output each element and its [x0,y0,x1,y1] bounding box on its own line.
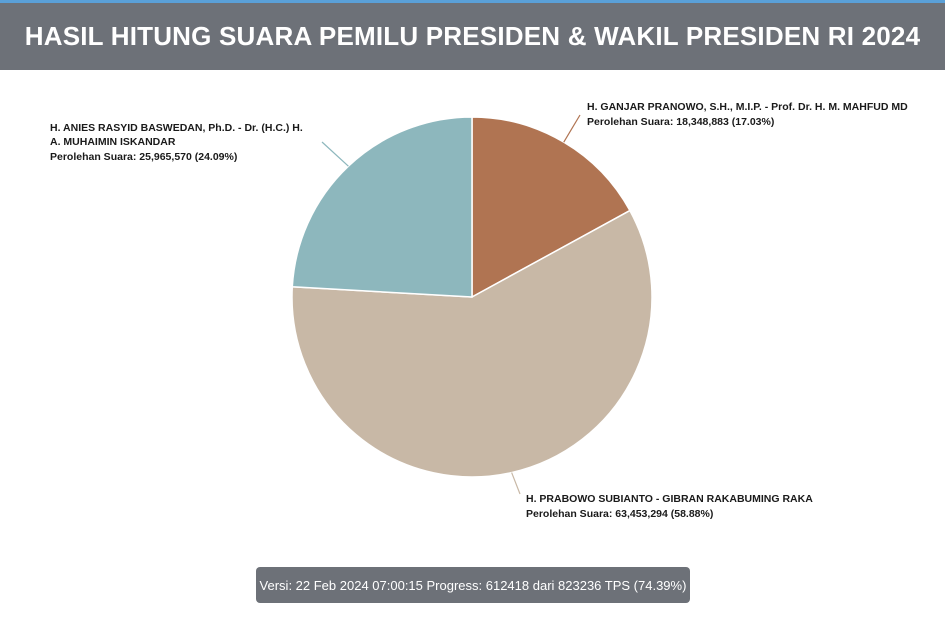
pie-chart: H. GANJAR PRANOWO, S.H., M.I.P. - Prof. … [50,101,908,520]
leader-line-3 [321,141,349,167]
slice-label-name-2: H. PRABOWO SUBIANTO - GIBRAN RAKABUMING … [526,493,813,505]
page-header: HASIL HITUNG SUARA PEMILU PRESIDEN & WAK… [0,3,945,70]
version-progress-badge: Versi: 22 Feb 2024 07:00:15 Progress: 61… [256,567,690,603]
slice-label-name-3: H. ANIES RASYID BASWEDAN, Ph.D. - Dr. (H… [50,122,303,134]
page-title: HASIL HITUNG SUARA PEMILU PRESIDEN & WAK… [24,21,921,51]
slice-label-votes-2: Perolehan Suara: 63,453,294 (58.88%) [526,508,713,520]
pie-slice-3[interactable] [291,116,473,298]
slice-label-name-1: H. GANJAR PRANOWO, S.H., M.I.P. - Prof. … [587,101,908,113]
slice-label-votes-1: Perolehan Suara: 18,348,883 (17.03%) [587,116,774,128]
leader-line-2 [511,472,521,495]
slice-label-name-3: A. MUHAIMIN ISKANDAR [50,136,176,148]
pie-slice-1[interactable] [471,116,631,299]
leader-line-1 [563,114,581,143]
version-progress-text: Versi: 22 Feb 2024 07:00:15 Progress: 61… [259,577,687,593]
slice-label-votes-3: Perolehan Suara: 25,965,570 (24.09%) [50,151,237,163]
top-accent-line [0,0,945,3]
